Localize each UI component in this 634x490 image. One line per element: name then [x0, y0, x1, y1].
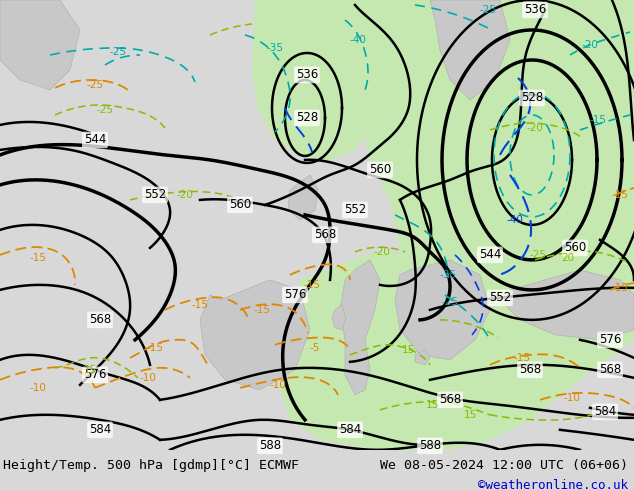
- Text: 588: 588: [259, 440, 281, 452]
- Text: -15: -15: [191, 300, 209, 310]
- Text: 528: 528: [296, 111, 318, 124]
- Text: -10: -10: [139, 373, 157, 383]
- Text: -25: -25: [441, 297, 458, 307]
- Text: -15: -15: [254, 305, 271, 315]
- Text: -25: -25: [479, 5, 496, 15]
- Text: 544: 544: [479, 248, 501, 261]
- Polygon shape: [288, 175, 318, 220]
- Text: -20: -20: [176, 190, 193, 200]
- Text: 568: 568: [599, 364, 621, 376]
- Text: -10: -10: [30, 383, 46, 393]
- Polygon shape: [252, 0, 390, 160]
- Polygon shape: [430, 0, 510, 100]
- Polygon shape: [395, 260, 490, 360]
- Text: 560: 560: [229, 198, 251, 211]
- Text: 584: 584: [89, 423, 111, 436]
- Text: -15: -15: [304, 280, 321, 290]
- Text: -10: -10: [269, 380, 287, 390]
- Text: 15: 15: [425, 400, 439, 410]
- Polygon shape: [340, 260, 380, 395]
- Text: 552: 552: [489, 292, 511, 304]
- Text: -25: -25: [529, 250, 547, 260]
- Text: -5: -5: [310, 343, 320, 353]
- Text: 576: 576: [84, 368, 106, 381]
- Text: 20: 20: [562, 253, 574, 263]
- Text: -15: -15: [612, 283, 628, 293]
- Text: 576: 576: [598, 333, 621, 346]
- Text: -25: -25: [96, 105, 113, 115]
- Text: -15: -15: [612, 190, 628, 200]
- Text: -15: -15: [146, 343, 164, 353]
- Text: -20: -20: [373, 247, 391, 257]
- Text: 536: 536: [296, 69, 318, 81]
- Text: -15: -15: [590, 115, 607, 125]
- Polygon shape: [505, 270, 634, 340]
- Polygon shape: [440, 0, 634, 240]
- Text: 588: 588: [419, 440, 441, 452]
- Text: 568: 568: [89, 314, 111, 326]
- Text: -10: -10: [564, 393, 581, 403]
- Text: -40: -40: [507, 215, 524, 225]
- Polygon shape: [0, 0, 80, 90]
- Text: 584: 584: [339, 423, 361, 436]
- Text: 552: 552: [344, 203, 366, 217]
- Polygon shape: [332, 305, 346, 330]
- Text: -40: -40: [349, 35, 366, 45]
- Text: 576: 576: [284, 289, 306, 301]
- Text: -15: -15: [514, 353, 531, 363]
- Text: 568: 568: [519, 364, 541, 376]
- Text: 552: 552: [144, 189, 166, 201]
- Text: -20: -20: [527, 123, 543, 133]
- Text: 528: 528: [521, 92, 543, 104]
- Text: -20: -20: [581, 40, 598, 50]
- Text: 15: 15: [401, 345, 415, 355]
- Text: We 08-05-2024 12:00 UTC (06+06): We 08-05-2024 12:00 UTC (06+06): [380, 459, 628, 471]
- Text: 568: 568: [439, 393, 461, 406]
- Text: 568: 568: [314, 228, 336, 242]
- Text: 560: 560: [564, 242, 586, 254]
- Text: -35: -35: [439, 270, 456, 280]
- Polygon shape: [415, 350, 430, 365]
- Text: -25: -25: [86, 80, 103, 90]
- Text: ©weatheronline.co.uk: ©weatheronline.co.uk: [477, 479, 628, 490]
- Text: 544: 544: [84, 133, 106, 147]
- Polygon shape: [355, 0, 634, 450]
- Text: 15: 15: [84, 365, 96, 375]
- Text: -15: -15: [30, 253, 46, 263]
- Text: 536: 536: [524, 3, 546, 17]
- Text: 584: 584: [594, 405, 616, 418]
- Text: Height/Temp. 500 hPa [gdmp][°C] ECMWF: Height/Temp. 500 hPa [gdmp][°C] ECMWF: [3, 459, 299, 471]
- Polygon shape: [280, 250, 540, 450]
- Polygon shape: [200, 280, 310, 390]
- Text: 15: 15: [463, 410, 477, 420]
- Text: -25: -25: [110, 47, 127, 57]
- Text: -35: -35: [266, 43, 283, 53]
- Text: 560: 560: [369, 164, 391, 176]
